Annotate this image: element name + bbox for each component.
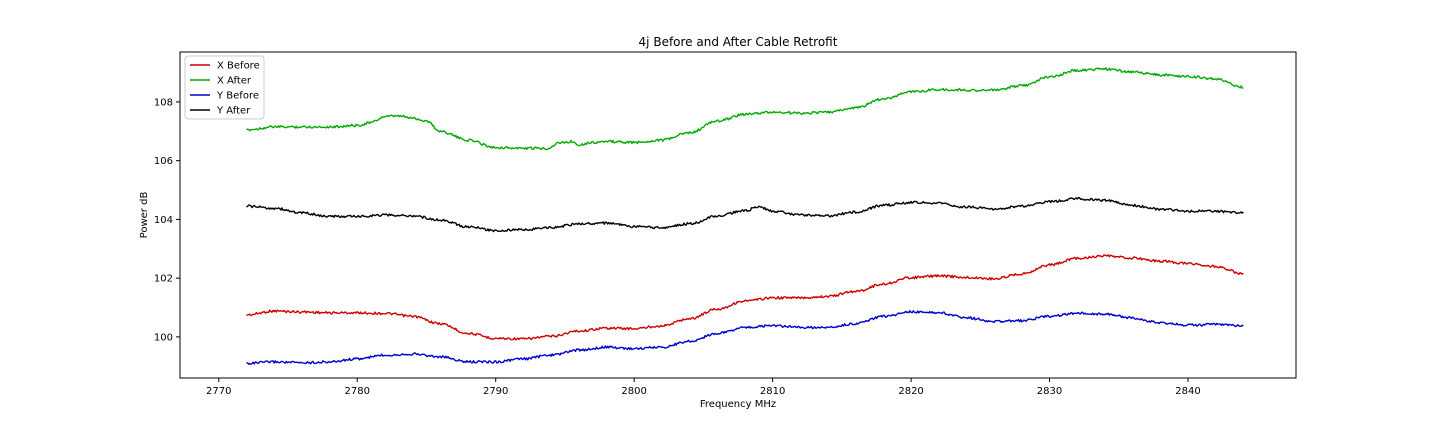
legend-entries: X Before X After Y Before Y After: [190, 61, 260, 117]
plot-area: [179, 51, 1297, 379]
x-tick-label: 2800: [621, 386, 646, 397]
x-tick-label: 2790: [483, 386, 508, 397]
legend: X Before X After Y Before Y After: [184, 55, 265, 120]
y-axis-title: Power dB: [139, 192, 150, 239]
y-tick-label: 108: [154, 97, 173, 108]
x-tick-label: 2780: [345, 386, 370, 397]
y-tick-label: 106: [154, 156, 173, 167]
x-tick-label: 2770: [206, 386, 231, 397]
chart-title: 4j Before and After Cable Retrofit: [639, 35, 838, 49]
series-line-y-before: [246, 310, 1244, 365]
series-line-y-after: [246, 196, 1244, 233]
y-tick-label: 100: [154, 332, 173, 343]
series-layer: [246, 67, 1244, 365]
x-tick-label: 2840: [1175, 386, 1200, 397]
series-line-x-after: [246, 67, 1244, 151]
series-line-x-before: [246, 254, 1244, 341]
x-tick-label: 2810: [760, 386, 785, 397]
legend-label-x-before: X Before: [217, 61, 260, 72]
legend-label-x-after: X After: [217, 76, 252, 87]
y-axis-ticks: 100 102 104 106 108: [154, 97, 180, 343]
y-tick-label: 104: [154, 215, 173, 226]
x-tick-label: 2830: [1037, 386, 1062, 397]
x-tick-label: 2820: [898, 386, 923, 397]
legend-label-y-after: Y After: [216, 106, 251, 117]
y-tick-label: 102: [154, 274, 173, 285]
x-axis-title: Frequency MHz: [700, 399, 776, 410]
legend-box: [184, 55, 265, 120]
legend-label-y-before: Y Before: [216, 91, 259, 102]
x-axis-ticks: 2770 2780 2790 2800 2810 2820 2830 2840: [206, 378, 1201, 397]
